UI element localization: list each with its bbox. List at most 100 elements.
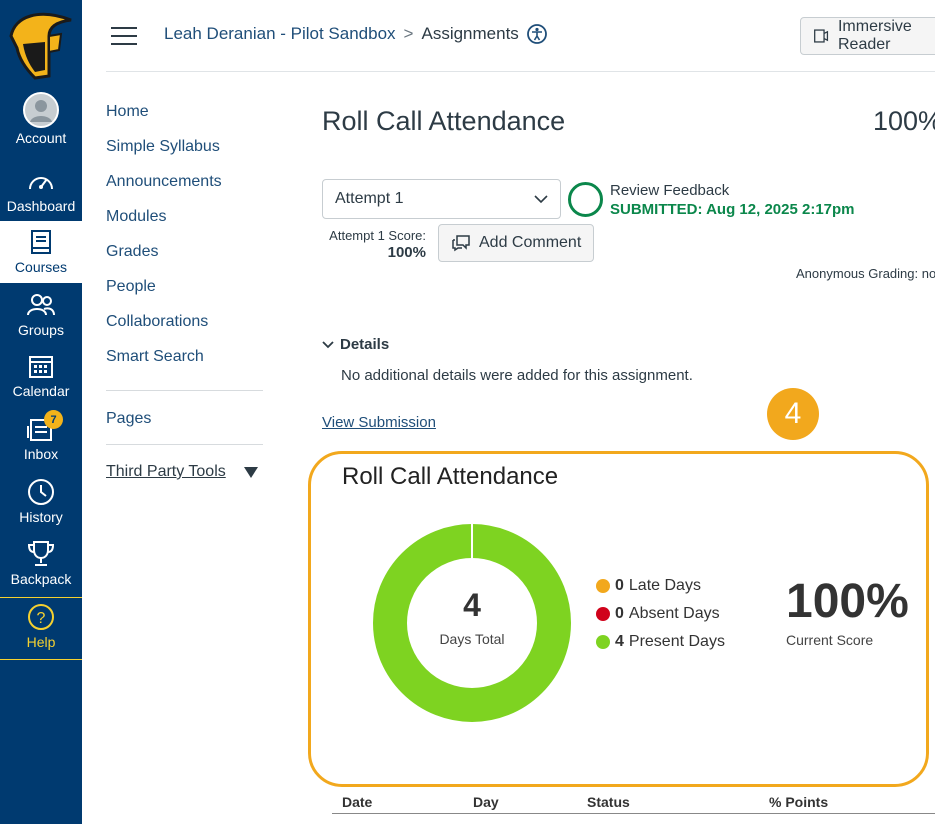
- comment-icon: [452, 235, 470, 252]
- legend-late: 0 Late Days: [596, 572, 725, 600]
- absent-count: 0: [615, 605, 624, 622]
- school-logo[interactable]: [0, 0, 82, 85]
- course-navigation: Home Simple Syllabus Announcements Modul…: [106, 102, 264, 481]
- attempt-score: Attempt 1 Score: 100%: [322, 227, 426, 261]
- attempt-select[interactable]: Attempt 1: [322, 179, 561, 219]
- days-total-label: Days Total: [439, 631, 505, 647]
- course-nav-divider: [106, 444, 263, 445]
- immersive-reader-button[interactable]: Immersive Reader: [800, 17, 935, 55]
- inbox-unread-badge: 7: [44, 410, 63, 429]
- details-toggle[interactable]: Details: [322, 336, 389, 353]
- nav-help-label: Help: [26, 634, 56, 650]
- calendar-icon: [26, 351, 56, 381]
- absent-label: Absent Days: [628, 605, 720, 622]
- caret-down-icon: [244, 466, 258, 478]
- current-score-label: Current Score: [786, 632, 874, 648]
- attempt-score-value: 100%: [387, 244, 426, 261]
- late-dot-icon: [596, 579, 610, 593]
- dashboard-icon: [26, 166, 56, 196]
- legend-present: 4 Present Days: [596, 628, 725, 656]
- column-date: Date: [342, 794, 373, 810]
- global-navigation: Account Dashboard Courses Groups Calenda…: [0, 0, 82, 824]
- course-nav-simple-syllabus[interactable]: Simple Syllabus: [106, 138, 220, 155]
- course-nav-home[interactable]: Home: [106, 103, 149, 120]
- nav-account[interactable]: Account: [0, 92, 82, 154]
- nav-backpack[interactable]: Backpack: [0, 539, 82, 601]
- course-menu-toggle[interactable]: [111, 27, 137, 47]
- groups-icon: [26, 290, 56, 320]
- breadcrumb-course-link[interactable]: Leah Deranian - Pilot Sandbox: [164, 24, 396, 43]
- breadcrumb: Leah Deranian - Pilot Sandbox > Assignme…: [164, 24, 547, 44]
- help-icon: ?: [26, 602, 56, 632]
- hamburger-icon-line: [111, 43, 137, 45]
- course-nav-collaborations[interactable]: Collaborations: [106, 313, 209, 330]
- present-count: 4: [615, 633, 624, 650]
- nav-dashboard[interactable]: Dashboard: [0, 166, 82, 228]
- absent-dot-icon: [596, 607, 610, 621]
- course-nav-divider: [106, 390, 263, 391]
- details-heading: Details: [340, 336, 390, 353]
- attendance-panel-highlight: [308, 451, 929, 787]
- column-points: % Points: [769, 794, 829, 810]
- nav-calendar-label: Calendar: [12, 383, 70, 399]
- chevron-down-icon: [322, 340, 334, 348]
- spartan-helmet-icon: [9, 12, 72, 80]
- history-icon: [26, 477, 56, 507]
- legend-absent: 0 Absent Days: [596, 600, 725, 628]
- step-marker: 4: [767, 388, 819, 440]
- trophy-icon: [26, 539, 56, 569]
- nav-calendar[interactable]: Calendar: [0, 351, 82, 413]
- attempt-select-value: Attempt 1: [335, 190, 404, 207]
- hamburger-icon: [111, 27, 137, 29]
- third-party-tools-toggle[interactable]: Third Party Tools: [106, 463, 264, 481]
- nav-courses[interactable]: Courses: [0, 221, 82, 283]
- nav-help[interactable]: ? Help: [0, 597, 82, 660]
- course-nav-announcements[interactable]: Announcements: [106, 173, 222, 190]
- current-score-value: 100%: [786, 575, 909, 628]
- add-comment-button[interactable]: Add Comment: [438, 224, 594, 262]
- present-label: Present Days: [628, 633, 725, 650]
- chevron-down-icon: [534, 194, 548, 203]
- inbox-icon: [26, 414, 56, 444]
- immersive-reader-icon: [814, 29, 829, 43]
- nav-groups[interactable]: Groups: [0, 290, 82, 352]
- accessibility-icon[interactable]: [526, 24, 547, 44]
- view-submission-link[interactable]: View Submission: [322, 414, 436, 431]
- svg-text:?: ?: [37, 610, 46, 627]
- header-divider: [106, 71, 935, 72]
- nav-inbox[interactable]: 7 Inbox: [0, 410, 82, 476]
- present-dot-icon: [596, 635, 610, 649]
- course-nav-modules[interactable]: Modules: [106, 208, 167, 225]
- anonymous-grading: Anonymous Grading: no: [796, 266, 935, 281]
- days-total-value: 4: [463, 587, 481, 623]
- assignment-title: Roll Call Attendance: [322, 106, 566, 136]
- nav-inbox-label: Inbox: [23, 446, 59, 462]
- column-status: Status: [587, 794, 630, 810]
- nav-account-label: Account: [15, 130, 67, 146]
- breadcrumb-separator: >: [403, 24, 414, 43]
- assignment-score: 100%: [873, 106, 935, 136]
- late-count: 0: [615, 577, 624, 594]
- nav-history[interactable]: History: [0, 477, 82, 539]
- course-nav-smart-search[interactable]: Smart Search: [106, 348, 204, 365]
- review-feedback-label[interactable]: Review Feedback: [610, 182, 730, 199]
- late-label: Late Days: [628, 577, 701, 594]
- submitted-status: SUBMITTED: Aug 12, 2025 2:17pm: [610, 201, 855, 218]
- third-party-tools-label: Third Party Tools: [106, 463, 226, 480]
- details-text: No additional details were added for thi…: [341, 367, 693, 384]
- feedback-status: Review Feedback SUBMITTED: Aug 12, 2025 …: [610, 181, 855, 219]
- attendance-legend: 0 Late Days 0 Absent Days 4 Present Days: [596, 572, 725, 656]
- attempt-score-label: Attempt 1 Score:: [329, 228, 426, 243]
- course-nav-pages[interactable]: Pages: [106, 410, 152, 427]
- nav-history-label: History: [19, 509, 63, 525]
- immersive-reader-label: Immersive Reader: [837, 18, 912, 53]
- nav-groups-label: Groups: [18, 322, 64, 338]
- attendance-table-header: Date Day Status % Points: [332, 794, 935, 814]
- attendance-title: Roll Call Attendance: [342, 463, 559, 490]
- add-comment-label: Add Comment: [479, 234, 582, 251]
- avatar-icon: [23, 92, 59, 128]
- feedback-status-icon: [568, 182, 603, 217]
- course-nav-people[interactable]: People: [106, 278, 156, 295]
- nav-dashboard-label: Dashboard: [6, 198, 76, 214]
- course-nav-grades[interactable]: Grades: [106, 243, 159, 260]
